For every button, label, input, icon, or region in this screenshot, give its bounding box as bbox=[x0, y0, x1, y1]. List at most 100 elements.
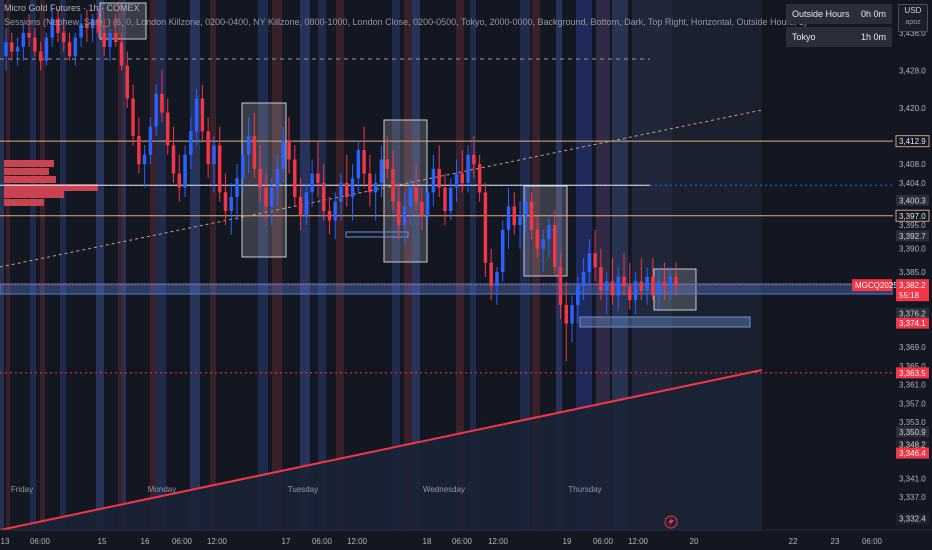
candle[interactable] bbox=[616, 276, 620, 296]
candle[interactable] bbox=[593, 253, 597, 268]
candle[interactable] bbox=[38, 51, 43, 61]
candle[interactable] bbox=[414, 187, 418, 202]
candle[interactable] bbox=[79, 23, 83, 38]
candle[interactable] bbox=[200, 98, 205, 132]
candle[interactable] bbox=[194, 98, 199, 132]
candle[interactable] bbox=[264, 187, 268, 207]
candle[interactable] bbox=[21, 32, 26, 47]
candle[interactable] bbox=[119, 42, 124, 66]
candle[interactable] bbox=[50, 18, 54, 38]
candle[interactable] bbox=[500, 229, 505, 273]
candle[interactable] bbox=[345, 182, 349, 197]
candle[interactable] bbox=[512, 206, 517, 226]
candle[interactable] bbox=[656, 281, 661, 296]
candle[interactable] bbox=[668, 276, 672, 287]
indicator-legend[interactable]: Sessions (Nephew_Sam_) (6, 0, London Kil… bbox=[4, 17, 807, 27]
candle[interactable] bbox=[142, 154, 147, 165]
candle[interactable] bbox=[477, 164, 482, 193]
candle[interactable] bbox=[639, 281, 644, 291]
candle[interactable] bbox=[460, 173, 465, 183]
candle[interactable] bbox=[379, 159, 384, 183]
candle[interactable] bbox=[258, 168, 262, 188]
candle[interactable] bbox=[443, 187, 447, 212]
candle[interactable] bbox=[437, 168, 441, 188]
session-box[interactable] bbox=[99, 2, 147, 40]
candle[interactable] bbox=[454, 173, 459, 188]
candle[interactable] bbox=[287, 140, 291, 160]
candle[interactable] bbox=[90, 18, 95, 29]
candle[interactable] bbox=[73, 37, 78, 57]
candle[interactable] bbox=[495, 272, 499, 287]
candle[interactable] bbox=[610, 281, 615, 296]
candle[interactable] bbox=[269, 187, 274, 207]
candle[interactable] bbox=[587, 253, 592, 273]
candle[interactable] bbox=[241, 154, 245, 179]
candle[interactable] bbox=[466, 154, 470, 183]
candle[interactable] bbox=[408, 187, 413, 207]
candle[interactable] bbox=[581, 272, 586, 287]
candle[interactable] bbox=[489, 262, 493, 287]
candle[interactable] bbox=[645, 276, 649, 291]
candle[interactable] bbox=[633, 281, 638, 301]
candle[interactable] bbox=[15, 46, 20, 52]
candle[interactable] bbox=[420, 201, 424, 216]
candle[interactable] bbox=[506, 206, 511, 230]
candle[interactable] bbox=[154, 93, 158, 127]
candle[interactable] bbox=[604, 281, 609, 291]
candle[interactable] bbox=[402, 206, 407, 226]
candle[interactable] bbox=[114, 32, 118, 43]
candle[interactable] bbox=[96, 18, 101, 33]
candle[interactable] bbox=[373, 182, 378, 193]
candle[interactable] bbox=[327, 211, 332, 221]
zone-rect[interactable] bbox=[579, 316, 751, 328]
candle[interactable] bbox=[246, 136, 251, 155]
candle[interactable] bbox=[628, 286, 632, 301]
candle[interactable] bbox=[177, 173, 182, 188]
candle[interactable] bbox=[662, 281, 667, 287]
candle[interactable] bbox=[622, 276, 626, 287]
candle[interactable] bbox=[137, 136, 141, 165]
candle[interactable] bbox=[518, 215, 522, 226]
candle[interactable] bbox=[350, 178, 355, 197]
candle[interactable] bbox=[541, 239, 545, 249]
candle[interactable] bbox=[576, 286, 580, 305]
candle[interactable] bbox=[391, 168, 395, 202]
candle[interactable] bbox=[333, 201, 337, 221]
candle[interactable] bbox=[85, 23, 89, 29]
candle[interactable] bbox=[275, 168, 280, 188]
candle[interactable] bbox=[62, 32, 66, 43]
candle[interactable] bbox=[56, 18, 60, 33]
candle[interactable] bbox=[552, 225, 557, 268]
candle[interactable] bbox=[67, 42, 72, 57]
candle[interactable] bbox=[564, 304, 568, 324]
candle[interactable] bbox=[206, 131, 210, 165]
candle[interactable] bbox=[4, 42, 8, 57]
candle[interactable] bbox=[449, 187, 453, 212]
candle[interactable] bbox=[397, 201, 401, 226]
session-box[interactable] bbox=[653, 268, 697, 311]
candle[interactable] bbox=[310, 173, 314, 193]
candle[interactable] bbox=[183, 154, 187, 188]
candle[interactable] bbox=[217, 145, 222, 193]
candle[interactable] bbox=[10, 42, 14, 52]
candle[interactable] bbox=[651, 276, 655, 296]
currency-button[interactable]: USD apoz bbox=[898, 4, 928, 32]
candle[interactable] bbox=[316, 173, 320, 183]
candle[interactable] bbox=[674, 276, 678, 287]
candle[interactable] bbox=[599, 267, 603, 291]
candle[interactable] bbox=[356, 150, 361, 179]
candle[interactable] bbox=[570, 304, 574, 324]
candle[interactable] bbox=[212, 145, 216, 165]
candle[interactable] bbox=[385, 159, 389, 169]
candle[interactable] bbox=[304, 192, 309, 216]
zone-rect[interactable] bbox=[345, 231, 409, 238]
candle[interactable] bbox=[547, 225, 551, 240]
candle[interactable] bbox=[108, 32, 112, 47]
candle[interactable] bbox=[483, 192, 488, 263]
candle[interactable] bbox=[529, 201, 534, 230]
candle[interactable] bbox=[362, 150, 366, 174]
candle[interactable] bbox=[339, 182, 343, 202]
trend-line[interactable] bbox=[0, 109, 763, 268]
candle[interactable] bbox=[148, 126, 153, 155]
